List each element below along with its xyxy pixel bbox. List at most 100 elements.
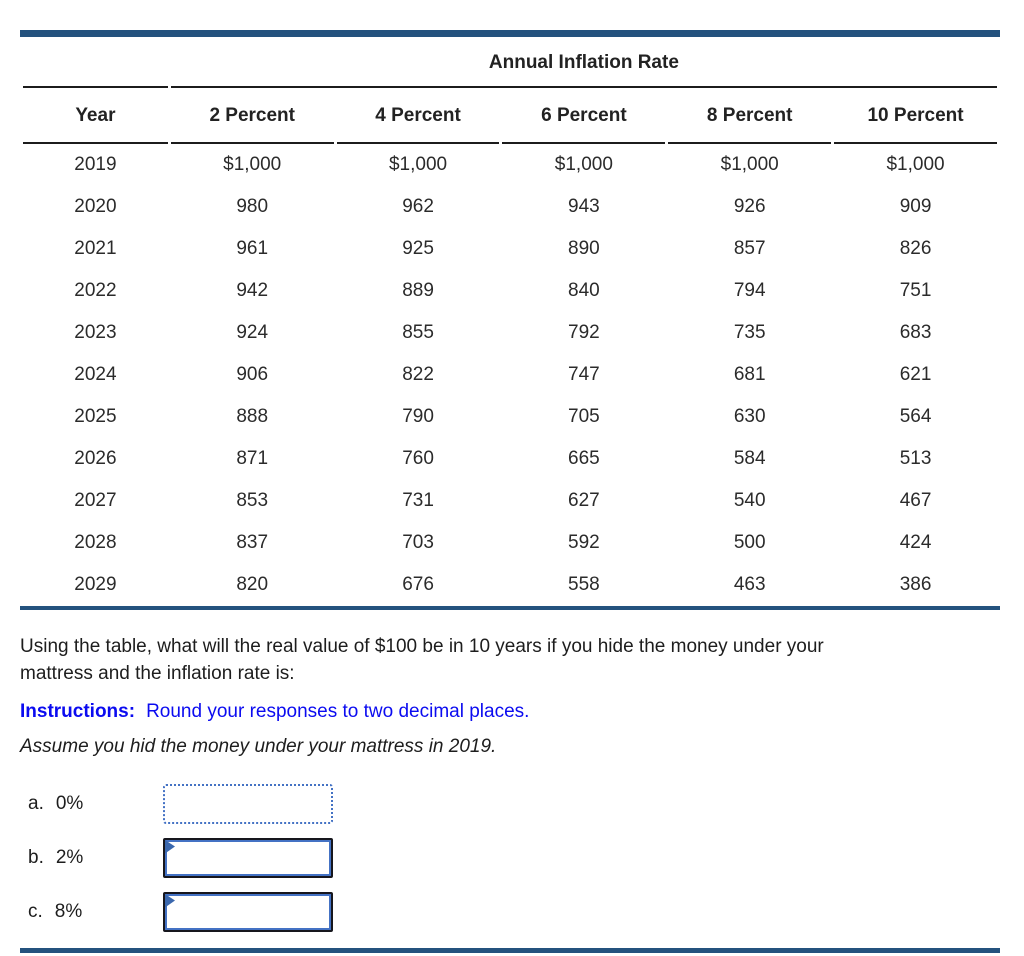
table-group-header-row: Annual Inflation Rate — [23, 37, 997, 88]
value-cell: 592 — [568, 532, 600, 553]
year-cell: 2023 — [74, 322, 117, 343]
value-cell: 792 — [568, 322, 600, 343]
value-cell: 681 — [733, 364, 766, 385]
value-cell: 584 — [733, 448, 766, 469]
value-cell: 871 — [236, 448, 269, 469]
value-cell: 467 — [899, 490, 932, 511]
table-row: 2028 837 703 592 500 424 — [23, 522, 997, 564]
answer-input-c[interactable] — [163, 892, 333, 932]
year-cell: 2026 — [74, 448, 117, 469]
value-cell: 925 — [402, 238, 434, 259]
group-header-spacer — [23, 37, 168, 88]
answer-rate-b: 2% — [55, 847, 84, 868]
value-cell: 857 — [733, 238, 766, 259]
question-line-1: Using the table, what will the real valu… — [20, 636, 824, 657]
instructions-text: Round your responses to two decimal plac… — [146, 701, 530, 722]
instructions-label: Instructions: — [20, 701, 136, 722]
value-cell: 705 — [568, 406, 600, 427]
assumption-text: Assume you hid the money under your matt… — [20, 736, 497, 757]
answer-letter-b: b. — [28, 847, 44, 868]
answer-letter-c: c. — [28, 901, 43, 922]
table-row: 2024 906 822 747 681 621 — [23, 354, 997, 396]
answer-label-b: b. 2% — [28, 847, 163, 869]
year-cell: 2019 — [74, 154, 117, 175]
value-cell: 826 — [899, 238, 932, 259]
inflation-table-body: 2019 $1,000 $1,000 $1,000 $1,000 $1,000 2020 98… — [23, 144, 997, 606]
value-cell: $1,000 — [554, 154, 613, 175]
answer-row-a: a. 0% — [20, 784, 1000, 824]
question-text: Using the table, what will the real valu… — [20, 633, 1000, 687]
value-cell: 760 — [402, 448, 434, 469]
answer-input-a[interactable] — [163, 784, 333, 824]
table-row: 2019 $1,000 $1,000 $1,000 $1,000 $1,000 — [23, 144, 997, 186]
value-cell: 909 — [899, 196, 932, 217]
value-cell: $1,000 — [886, 154, 945, 175]
column-header-2-percent: 2 Percent — [170, 88, 334, 144]
value-cell: 621 — [899, 364, 932, 385]
value-cell: 747 — [568, 364, 600, 385]
year-cell: 2028 — [74, 532, 117, 553]
exercise-panel: Annual Inflation Rate Year 2 Percent 4 P… — [20, 30, 1000, 953]
value-cell: 926 — [733, 196, 766, 217]
value-cell: 735 — [733, 322, 766, 343]
answer-box-b[interactable] — [163, 838, 333, 878]
value-cell: 942 — [236, 280, 269, 301]
value-cell: 962 — [402, 196, 434, 217]
table-row: 2026 871 760 665 584 513 — [23, 438, 997, 480]
value-cell: 853 — [236, 490, 269, 511]
value-cell: 564 — [899, 406, 932, 427]
value-cell: 889 — [402, 280, 434, 301]
value-cell: 840 — [568, 280, 600, 301]
value-cell: 513 — [899, 448, 932, 469]
value-cell: 731 — [402, 490, 434, 511]
value-cell: 424 — [899, 532, 932, 553]
year-cell: 2029 — [74, 574, 117, 595]
column-header-year: Year — [23, 88, 168, 144]
column-header-8-percent: 8 Percent — [668, 88, 832, 144]
value-cell: 463 — [733, 574, 766, 595]
value-cell: 500 — [733, 532, 766, 553]
answer-input-b[interactable] — [163, 838, 333, 878]
value-cell: 924 — [236, 322, 269, 343]
value-cell: 980 — [236, 196, 269, 217]
table-row: 2020 980 962 943 926 909 — [23, 186, 997, 228]
table-row: 2025 888 790 705 630 564 — [23, 396, 997, 438]
table-row: 2022 942 889 840 794 751 — [23, 270, 997, 312]
value-cell: $1,000 — [720, 154, 779, 175]
table-row: 2029 820 676 558 463 386 — [23, 564, 997, 606]
value-cell: $1,000 — [388, 154, 448, 175]
value-cell: 676 — [402, 574, 434, 595]
value-cell: 855 — [402, 322, 434, 343]
value-cell: 630 — [733, 406, 766, 427]
year-cell: 2025 — [74, 406, 117, 427]
column-header-6-percent: 6 Percent — [502, 88, 666, 144]
answer-box-a[interactable] — [163, 784, 333, 824]
year-cell: 2027 — [74, 490, 117, 511]
table-row: 2027 853 731 627 540 467 — [23, 480, 997, 522]
value-cell: 794 — [733, 280, 766, 301]
year-cell: 2024 — [74, 364, 117, 385]
value-cell: 906 — [236, 364, 269, 385]
value-cell: 943 — [568, 196, 600, 217]
value-cell: 683 — [899, 322, 932, 343]
answer-rate-c: 8% — [54, 901, 83, 922]
value-cell: 837 — [236, 532, 269, 553]
value-cell: 751 — [899, 280, 932, 301]
table-row: 2023 924 855 792 735 683 — [23, 312, 997, 354]
year-cell: 2021 — [74, 238, 117, 259]
answers-section: a. 0% b. 2% c. 8% — [20, 784, 1000, 932]
answer-box-c[interactable] — [163, 892, 333, 932]
answer-label-c: c. 8% — [28, 901, 163, 923]
answer-row-b: b. 2% — [20, 838, 1000, 878]
year-cell: 2022 — [74, 280, 117, 301]
answer-letter-a: a. — [28, 793, 44, 814]
value-cell: 790 — [402, 406, 434, 427]
value-cell: 822 — [402, 364, 434, 385]
value-cell: 627 — [568, 490, 600, 511]
table-group-title: Annual Inflation Rate — [170, 37, 997, 88]
value-cell: 665 — [568, 448, 600, 469]
answer-rate-a: 0% — [55, 793, 84, 814]
column-header-10-percent: 10 Percent — [834, 88, 997, 144]
value-cell: 961 — [236, 238, 269, 259]
table-row: 2021 961 925 890 857 826 — [23, 228, 997, 270]
